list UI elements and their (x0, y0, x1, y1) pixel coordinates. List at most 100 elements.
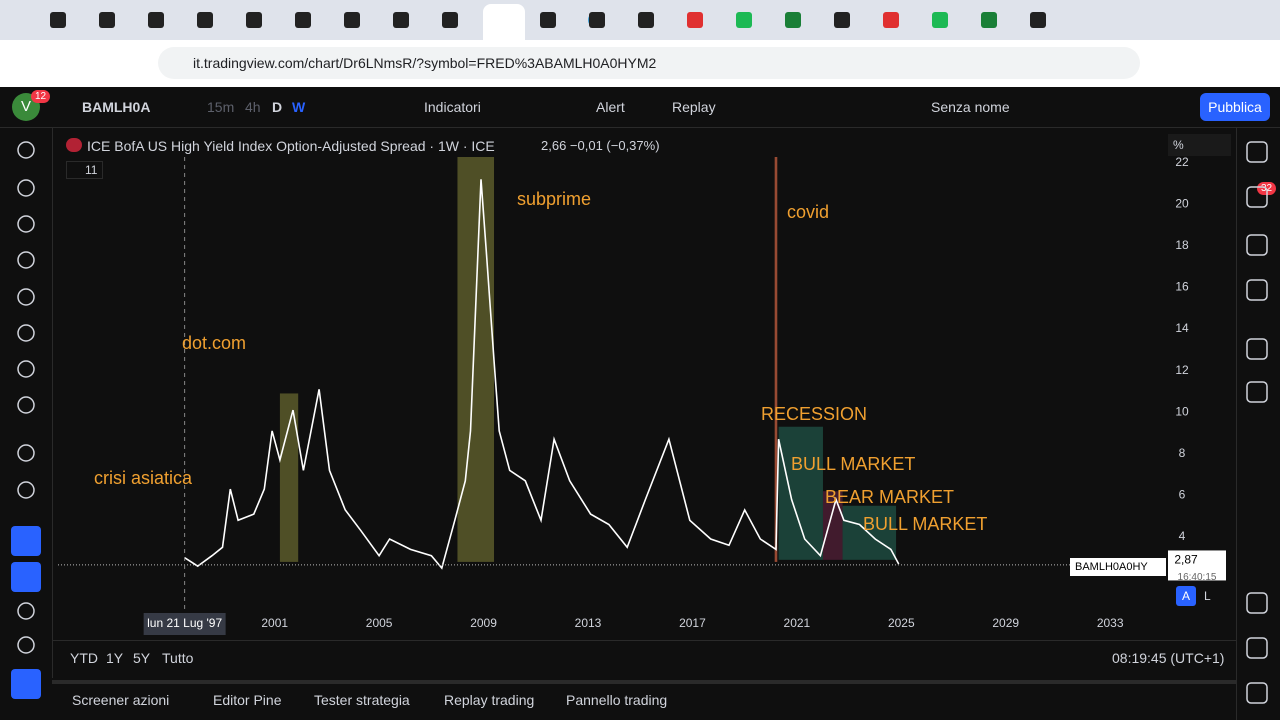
countdown: 16:40:15 (1178, 572, 1217, 583)
right-tool (1246, 637, 1268, 659)
left-tool (17, 444, 35, 462)
panel-tab[interactable]: Replay trading (444, 692, 535, 708)
range[interactable]: 5Y (133, 650, 151, 666)
zone (457, 157, 495, 562)
annotation: RECESSION (761, 404, 867, 424)
tab-icon (540, 12, 556, 28)
alert-button[interactable]: Alert (596, 99, 625, 115)
y-tick-label: 10 (1175, 404, 1189, 418)
right-tool (1246, 234, 1268, 256)
right-tool (1246, 338, 1268, 360)
top-toolbar (0, 87, 1280, 128)
left-tool (17, 251, 35, 269)
y-tick-label: 18 (1175, 238, 1189, 252)
range[interactable]: YTD (70, 650, 98, 666)
clock: 08:19:45 (UTC+1) (1112, 650, 1225, 666)
y-tick-label: 12 (1175, 363, 1189, 377)
left-tool (17, 396, 35, 414)
annotation: crisi asiatica (94, 468, 193, 488)
crosshair-x-label: lun 21 Lug '97 (147, 616, 222, 630)
crosshair-x-label-bg (143, 613, 226, 635)
panel-tab[interactable]: Tester strategia (314, 692, 410, 708)
tab-icon (442, 12, 458, 28)
left-tool (17, 481, 35, 499)
badge: 12 (31, 90, 51, 103)
range[interactable]: 1Y (106, 650, 124, 666)
y-tick-label: 14 (1175, 321, 1189, 335)
right-tool (1246, 592, 1268, 614)
left-tool (17, 288, 35, 306)
tab-icon (344, 12, 360, 28)
tab-icon (736, 12, 752, 28)
tab-icon (589, 12, 605, 28)
indicator-count[interactable]: 11 (66, 161, 104, 179)
x-tick-label: 2029 (992, 616, 1019, 630)
scale-mode[interactable]: A (1176, 586, 1196, 606)
annotation: BULL MARKET (863, 514, 987, 534)
y-tick-label: 22 (1175, 155, 1189, 169)
indicators-button[interactable]: Indicatori (424, 99, 481, 115)
range[interactable]: Tutto (162, 650, 194, 666)
interval[interactable]: W (292, 99, 306, 115)
left-tool (17, 636, 35, 654)
bottom-panel (52, 680, 1236, 720)
x-tick-label: 2025 (888, 616, 915, 630)
annotation: dot.com (182, 333, 246, 353)
tab-icon (197, 12, 213, 28)
scale-mode[interactable]: L (1204, 589, 1211, 603)
tab-icon (687, 12, 703, 28)
annotation: BULL MARKET (791, 454, 915, 474)
series-line (184, 179, 900, 570)
zone (822, 491, 843, 560)
interval[interactable]: D (272, 99, 283, 115)
tab-icon (638, 12, 654, 28)
tab-icon (1030, 12, 1046, 28)
left-tool (17, 215, 35, 233)
tab-icon (932, 12, 948, 28)
left-tool-active (11, 669, 41, 699)
y-tick-label: 6 (1179, 488, 1186, 502)
right-tool (1246, 186, 1268, 208)
right-tool (1246, 682, 1268, 704)
layout-name[interactable]: Senza nome (931, 99, 1010, 115)
price-label: 2,87 (1174, 553, 1198, 567)
panel-tab[interactable]: Editor Pine (213, 692, 282, 708)
active-tab[interactable] (483, 4, 525, 40)
annotation: BEAR MARKET (825, 487, 954, 507)
price-label-bg (1168, 550, 1226, 581)
panel-tab[interactable]: Pannello trading (566, 692, 668, 708)
symbol[interactable]: BAMLH0A (82, 99, 151, 115)
tab-icon (834, 12, 850, 28)
flag (66, 138, 82, 152)
left-tool (17, 602, 35, 620)
url: it.tradingview.com/chart/Dr6LNmsR/?symbo… (193, 55, 657, 71)
interval[interactable]: 4h (245, 99, 261, 115)
replay-button[interactable]: Replay (672, 99, 716, 115)
tab-icon (246, 12, 262, 28)
left-toolbar (0, 128, 53, 678)
y-tick-label: 8 (1179, 446, 1186, 460)
tab-icon (99, 12, 115, 28)
zone (774, 157, 778, 562)
left-tool (17, 141, 35, 159)
publish-button[interactable]: Pubblica (1200, 93, 1270, 121)
annotation: subprime (517, 189, 591, 209)
x-tick-label: 2005 (366, 616, 393, 630)
url-field[interactable] (158, 47, 1140, 79)
tab-icon (295, 12, 311, 28)
symbol-tag-bg (1070, 558, 1166, 576)
scale-unit[interactable]: % (1168, 134, 1231, 156)
left-tool-active (11, 562, 41, 592)
x-tick-label: 2009 (470, 616, 497, 630)
tab-icon (50, 12, 66, 28)
tab-icon (393, 12, 409, 28)
left-tool (17, 179, 35, 197)
left-tool (17, 324, 35, 342)
right-tool (1246, 279, 1268, 301)
interval[interactable]: 15m (207, 99, 235, 115)
left-tool-active (11, 526, 41, 556)
panel-tab[interactable]: Screener azioni (72, 692, 170, 708)
zone (279, 393, 299, 562)
